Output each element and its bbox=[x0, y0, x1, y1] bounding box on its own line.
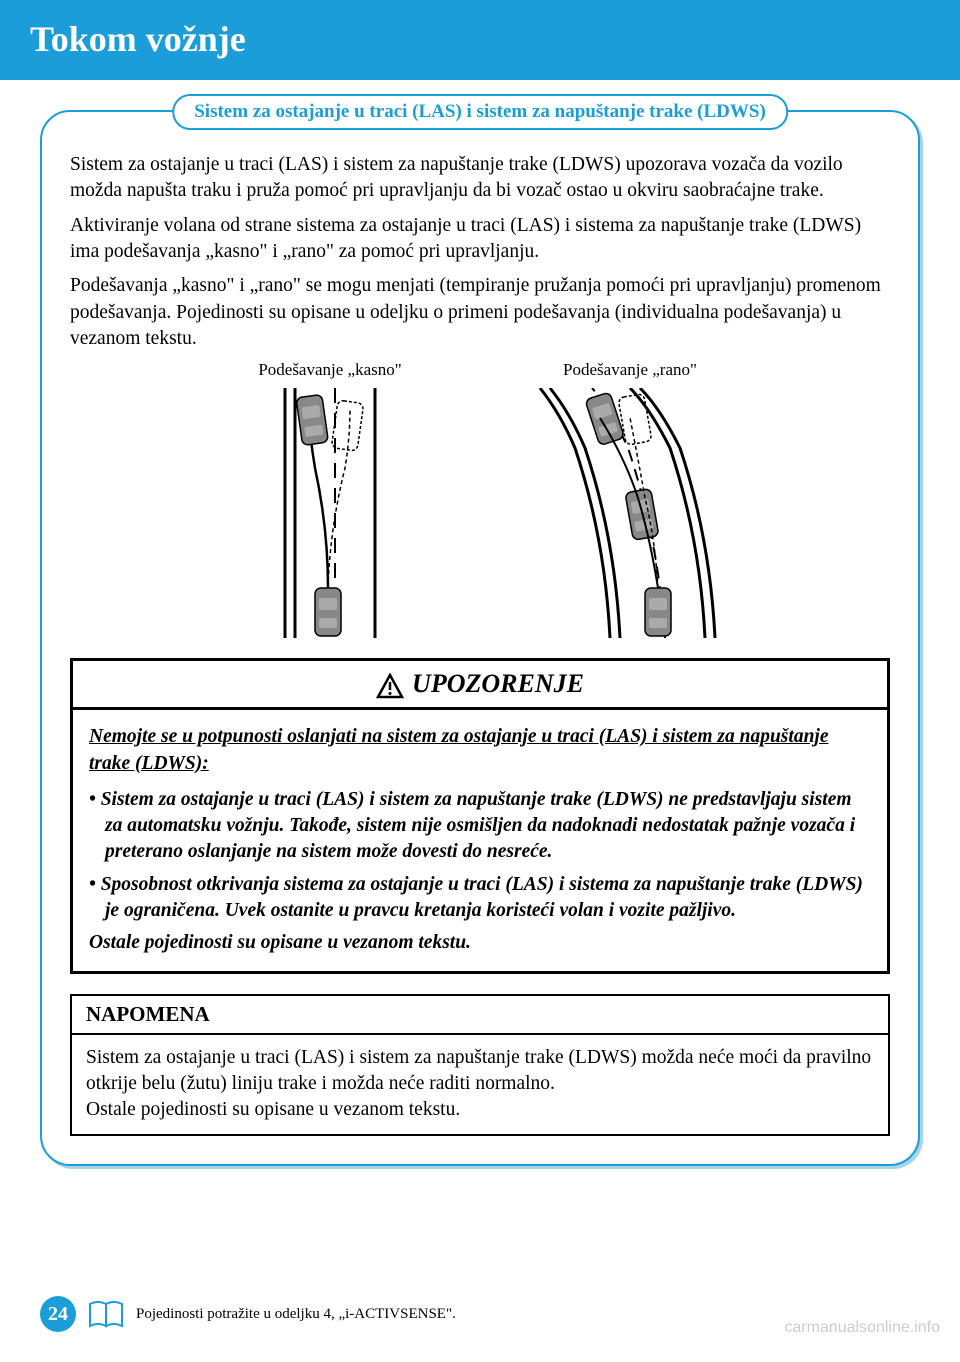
warning-header: UPOZORENJE bbox=[73, 661, 887, 710]
footer-text: Pojedinosti potražite u odeljku 4, „i-AC… bbox=[136, 1306, 456, 1323]
lane-diagram-early-icon bbox=[530, 388, 730, 638]
page-title: Tokom vožnje bbox=[30, 18, 930, 60]
note-box: NAPOMENA Sistem za ostajanje u traci (LA… bbox=[70, 994, 890, 1136]
warning-title: UPOZORENJE bbox=[412, 669, 584, 698]
main-content-box: Sistem za ostajanje u traci (LAS) i sist… bbox=[40, 110, 920, 1166]
page-footer: 24 Pojedinosti potražite u odeljku 4, „i… bbox=[40, 1296, 456, 1332]
section-label: Sistem za ostajanje u traci (LAS) i sist… bbox=[172, 94, 788, 130]
body-paragraph-3: Podešavanja „kasno" i „rano" se mogu men… bbox=[70, 273, 890, 352]
lane-diagram-late-icon bbox=[230, 388, 430, 638]
body-paragraph-2: Aktiviranje volana od strane sistema za … bbox=[70, 213, 890, 266]
warning-box: UPOZORENJE Nemojte se u potpunosti oslan… bbox=[70, 658, 890, 974]
diagram-row: Podešavanje „kasno" bbox=[70, 360, 890, 643]
body-paragraph-1: Sistem za ostajanje u traci (LAS) i sist… bbox=[70, 152, 890, 205]
page-number: 24 bbox=[40, 1296, 76, 1332]
note-text-2: Ostale pojedinosti su opisane u vezanom … bbox=[86, 1097, 874, 1123]
content-wrapper: Sistem za ostajanje u traci (LAS) i sist… bbox=[0, 80, 960, 1186]
warning-bullet-1: • Sistem za ostajanje u traci (LAS) i si… bbox=[89, 787, 871, 866]
warning-subtitle: Nemojte se u potpunosti oslanjati na sis… bbox=[89, 724, 871, 777]
warning-body: Nemojte se u potpunosti oslanjati na sis… bbox=[73, 710, 887, 971]
note-text-1: Sistem za ostajanje u traci (LAS) i sist… bbox=[86, 1045, 874, 1098]
warning-list: • Sistem za ostajanje u traci (LAS) i si… bbox=[89, 787, 871, 925]
diagram-early-label: Podešavanje „rano" bbox=[530, 360, 730, 380]
page-header: Tokom vožnje bbox=[0, 0, 960, 80]
book-icon bbox=[88, 1300, 124, 1328]
note-body: Sistem za ostajanje u traci (LAS) i sist… bbox=[72, 1035, 888, 1134]
warning-triangle-icon bbox=[376, 673, 404, 699]
watermark: carmanualsonline.info bbox=[784, 1319, 940, 1337]
diagram-late: Podešavanje „kasno" bbox=[230, 360, 430, 643]
note-header: NAPOMENA bbox=[72, 996, 888, 1035]
diagram-late-label: Podešavanje „kasno" bbox=[230, 360, 430, 380]
warning-bullet-2: • Sposobnost otkrivanja sistema za ostaj… bbox=[89, 872, 871, 925]
diagram-early: Podešavanje „rano" bbox=[530, 360, 730, 643]
warning-footer-text: Ostale pojedinosti su opisane u vezanom … bbox=[89, 930, 871, 956]
